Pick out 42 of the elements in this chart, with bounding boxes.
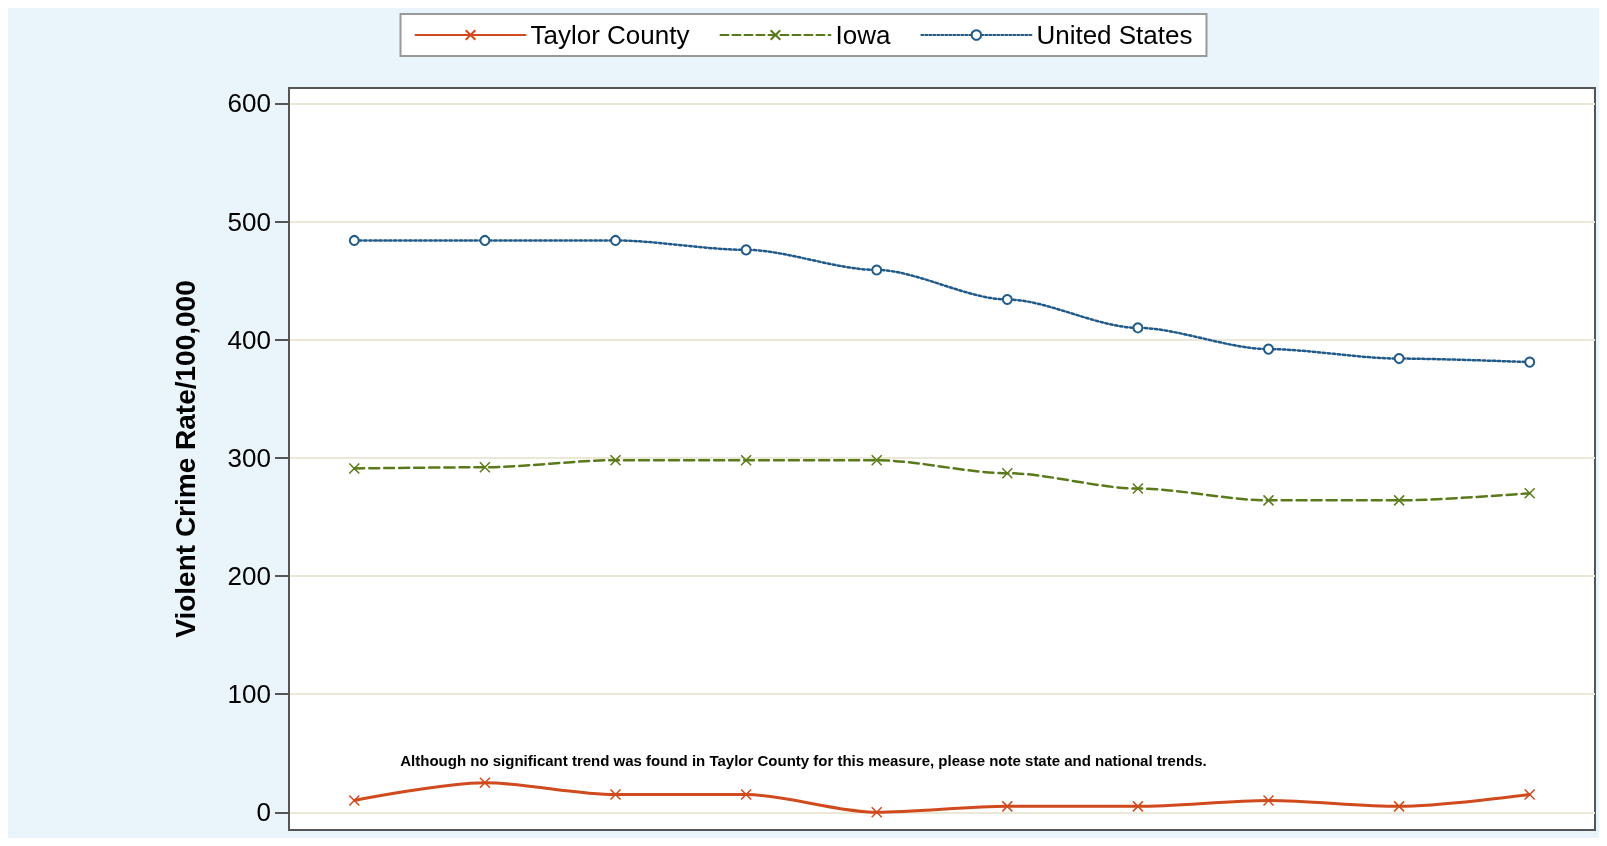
point xyxy=(1262,494,1275,507)
y-tick-label: 500 xyxy=(227,206,271,237)
point xyxy=(1262,794,1275,807)
y-tick-label: 200 xyxy=(227,560,271,591)
point xyxy=(479,234,491,246)
y-tick-label: 400 xyxy=(227,324,271,355)
point xyxy=(348,234,360,246)
point xyxy=(871,264,883,276)
point xyxy=(1393,494,1405,507)
y-tick-label: 300 xyxy=(227,442,271,473)
point xyxy=(348,794,361,807)
point xyxy=(1001,294,1013,305)
annotation: Although no significant trend was found in Taylor County for this measure, please note state and national trends. xyxy=(400,752,1207,769)
point xyxy=(1001,800,1014,813)
point xyxy=(740,454,752,466)
point xyxy=(1263,343,1274,355)
point xyxy=(609,454,622,466)
point xyxy=(1393,353,1405,365)
point xyxy=(348,462,361,475)
legend-label: United States xyxy=(1036,20,1193,50)
point xyxy=(870,454,883,466)
point xyxy=(1393,800,1405,813)
legend-label: Taylor County xyxy=(530,20,690,50)
point xyxy=(610,234,621,246)
legend-label: Iowa xyxy=(835,20,891,50)
y-tick-label: 600 xyxy=(227,88,271,119)
point xyxy=(1523,487,1536,500)
point xyxy=(609,788,622,801)
y-axis-title: Violent Crime Rate/100,000 xyxy=(169,280,201,638)
point xyxy=(870,806,883,819)
point xyxy=(740,788,752,801)
point xyxy=(1132,800,1144,813)
y-tick-label: 0 xyxy=(256,797,271,828)
point xyxy=(479,776,491,789)
point xyxy=(740,244,752,256)
point xyxy=(1132,322,1144,334)
point xyxy=(1132,482,1144,495)
y-tick-label: 100 xyxy=(227,679,271,710)
point xyxy=(1001,467,1014,479)
point xyxy=(479,461,491,474)
point xyxy=(1523,788,1536,801)
point xyxy=(1524,356,1536,368)
